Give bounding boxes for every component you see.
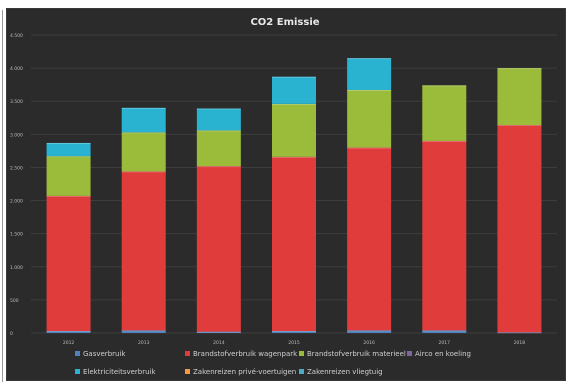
legend-swatch [75, 369, 80, 374]
legend-swatch [185, 369, 190, 374]
y-tick-label: 4.000 [10, 66, 23, 72]
bar-segment [121, 132, 166, 172]
legend-label: Gasverbruik [83, 350, 126, 358]
legend-label: Airco en koeling [415, 350, 471, 358]
y-axis-tick-labels: 0 500 1.000 1.500 2.000 2.500 3.000 3.500 4.000 4… [10, 33, 23, 337]
bar-segment [196, 166, 241, 332]
chart-area: CO2 Emissie 0 500 1.000 1.500 2.000 2.500 3.00… [6, 8, 566, 381]
y-tick-label: 2.000 [10, 199, 23, 205]
bar-segment [46, 331, 91, 333]
bars [46, 58, 542, 334]
y-tick-label: 500 [10, 298, 19, 304]
bar-segment [196, 108, 241, 131]
chart-title: CO2 Emissie [250, 17, 319, 28]
bar-segment [46, 195, 91, 332]
bar-segment [422, 140, 467, 331]
bar-segment [46, 142, 91, 157]
bar-segment [272, 76, 316, 104]
legend-label: Zakenreizen privé-voertuigen [193, 368, 296, 376]
bar-segment [347, 89, 392, 148]
bar-segment [196, 331, 241, 333]
bar-segment [497, 332, 542, 333]
legend-swatch [299, 369, 304, 374]
x-tick-label: 2012 [63, 340, 75, 346]
legend-label: Elektriciteitsverbruik [83, 368, 157, 376]
legend-swatch [75, 351, 80, 356]
x-tick-label: 2014 [213, 340, 225, 346]
gridlines [31, 34, 557, 334]
x-tick-label: 2018 [514, 340, 526, 346]
stacked-bar-chart: CO2 Emissie 0 500 1.000 1.500 2.000 2.500 3.00… [10, 17, 557, 376]
x-tick-label: 2017 [439, 340, 451, 346]
bar-segment [196, 130, 241, 167]
bar-segment [347, 58, 392, 90]
bar-segment [121, 171, 166, 331]
left-edge-line [2, 10, 3, 382]
bar-segment [422, 330, 467, 333]
bar-segment [272, 103, 316, 157]
legend-swatch [299, 351, 304, 356]
left-edge [0, 0, 6, 385]
y-tick-label: 3.500 [10, 99, 23, 105]
x-tick-label: 2013 [138, 340, 150, 346]
bar-segment [272, 156, 316, 332]
y-tick-label: 1.000 [10, 265, 23, 271]
legend-label: Brandstofverbruik materieel [307, 350, 406, 358]
bar-segment [46, 156, 91, 196]
legend-label: Zakenreizen vliegtuig [307, 368, 383, 376]
y-tick-label: 0 [10, 331, 13, 337]
y-tick-label: 2.500 [10, 165, 23, 171]
y-tick-label: 3.000 [10, 132, 23, 138]
y-tick-label: 1.500 [10, 232, 23, 238]
x-tick-label: 2016 [363, 340, 375, 346]
bar-segment [121, 107, 166, 133]
bar-segment [497, 125, 542, 333]
bar-segment [121, 330, 166, 333]
y-tick-label: 4.500 [10, 33, 23, 39]
legend-swatch [407, 351, 412, 356]
bar-segment [422, 85, 467, 141]
bar-segment [497, 68, 542, 126]
x-axis-tick-labels: 2012 2013 2014 2015 2016 2017 2018 [63, 340, 525, 346]
legend: Gasverbruik Brandstofverbruik wagenpark Br… [75, 350, 471, 376]
bar-segment [347, 330, 392, 333]
bar-segment [347, 147, 392, 331]
legend-swatch [185, 351, 190, 356]
x-tick-label: 2015 [288, 340, 300, 346]
legend-label: Brandstofverbruik wagenpark [193, 350, 298, 358]
bar-segment [272, 331, 316, 333]
